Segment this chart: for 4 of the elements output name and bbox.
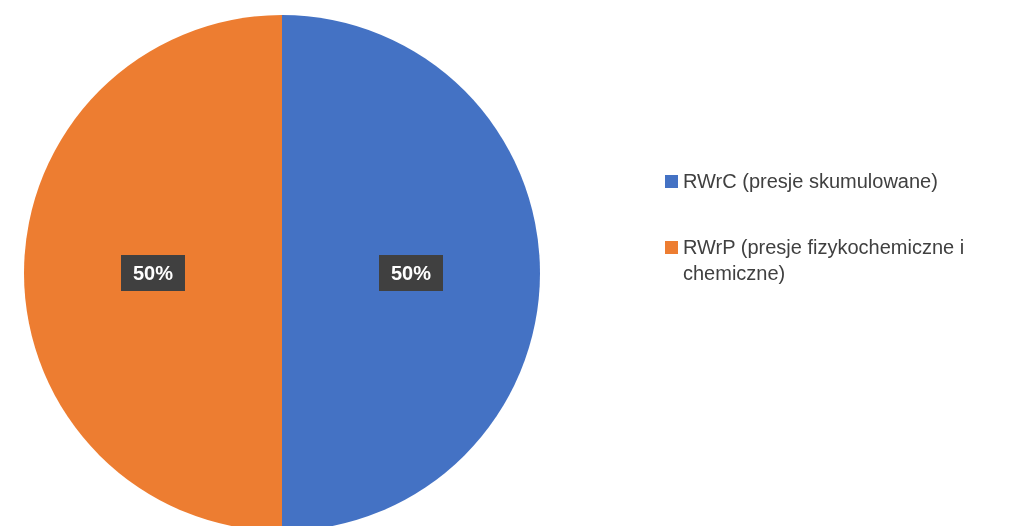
data-label: 50%	[390, 262, 432, 284]
data-label: 50%	[132, 262, 174, 284]
legend-label: RWrP (presje fizykochemiczne i chemiczne)	[683, 235, 966, 286]
legend-label: RWrC (presje skumulowane)	[683, 169, 938, 194]
